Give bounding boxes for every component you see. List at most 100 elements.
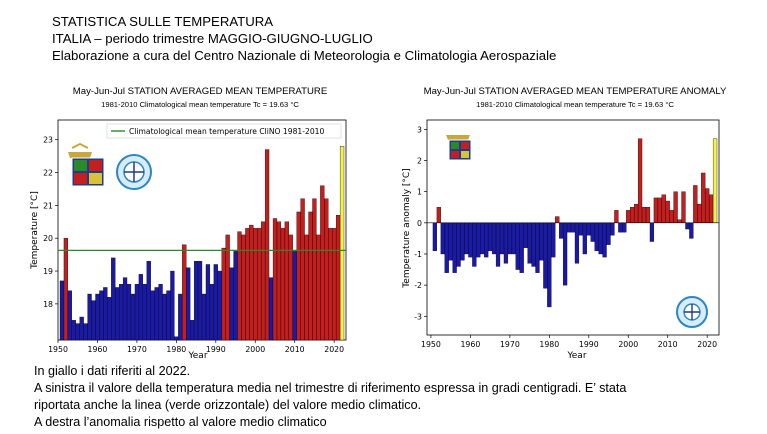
bar-1982 xyxy=(555,216,560,224)
x-tick-label: 1970 xyxy=(500,340,520,349)
bar-1991 xyxy=(590,222,595,242)
cnmca-logo xyxy=(116,154,152,190)
bar-1992 xyxy=(221,247,226,341)
bar-1974 xyxy=(150,290,155,341)
bar-1987 xyxy=(574,222,580,264)
bar-2000 xyxy=(253,228,258,341)
x-tick-label: 1950 xyxy=(421,340,441,349)
bar-1966 xyxy=(119,284,124,341)
bar-1968 xyxy=(126,284,132,341)
bar-2000 xyxy=(626,210,631,224)
bar-1958 xyxy=(460,222,465,261)
x-tick-label: 1950 xyxy=(48,345,68,354)
bar-1954 xyxy=(444,222,449,273)
bar-2019 xyxy=(701,172,706,224)
bar-1964 xyxy=(484,222,489,258)
right-ylabel: Temperature anomaly [°C] xyxy=(402,168,412,288)
bar-2010 xyxy=(292,251,297,341)
x-tick-label: 2020 xyxy=(324,345,344,354)
bar-1962 xyxy=(103,287,108,341)
bar-1993 xyxy=(598,222,603,255)
legend: Climatological mean temperature CliNO 19… xyxy=(106,123,342,139)
y-tick-label: -1 xyxy=(414,250,422,259)
bar-1961 xyxy=(99,290,104,341)
bar-1994 xyxy=(229,267,234,341)
bar-1978 xyxy=(539,222,544,261)
footer-line-2: A sinistra il valore della temperatura m… xyxy=(34,381,627,395)
bar-1977 xyxy=(535,222,540,273)
bar-1994 xyxy=(602,222,607,258)
bar-1963 xyxy=(107,297,112,341)
y-tick-label: 22 xyxy=(43,169,53,178)
bar-1989 xyxy=(582,222,587,255)
x-tick-label: 2000 xyxy=(245,345,265,354)
bar-1955 xyxy=(75,323,80,341)
left-xlabel: Year xyxy=(187,351,207,361)
right-xlabel: Year xyxy=(566,351,586,361)
bar-1974 xyxy=(523,222,528,248)
x-tick-label: 2010 xyxy=(658,340,678,349)
y-tick-label: 19 xyxy=(43,267,53,276)
bar-1989 xyxy=(209,284,214,341)
bar-1984 xyxy=(562,222,568,286)
x-tick-label: 2000 xyxy=(618,340,638,349)
bar-2007 xyxy=(653,197,658,224)
bar-1995 xyxy=(606,222,611,245)
bar-1985 xyxy=(566,222,572,233)
bar-2004 xyxy=(641,207,647,224)
bar-2008 xyxy=(284,221,289,341)
y-tick-label: 1 xyxy=(417,188,422,197)
bar-1995 xyxy=(233,251,238,341)
bar-1962 xyxy=(476,222,481,258)
footer-line-1: In giallo i dati riferiti al 2022. xyxy=(34,364,191,378)
bar-1971 xyxy=(511,222,516,255)
bar-2005 xyxy=(645,207,651,224)
bar-1951 xyxy=(432,222,438,252)
bar-1960 xyxy=(468,222,473,258)
bar-2011 xyxy=(669,210,674,224)
bar-1977 xyxy=(162,293,167,341)
bar-2011 xyxy=(296,211,301,341)
left-chart: 1950 1960 1970 1980 1990 2000 2010 2020 18 19 20 21… xyxy=(30,119,347,361)
bar-2007 xyxy=(280,228,285,341)
bar-1956 xyxy=(452,222,457,273)
bar-2012 xyxy=(300,198,305,341)
bar-1980 xyxy=(547,222,552,308)
x-tick-label: 1990 xyxy=(579,340,599,349)
bar-1957 xyxy=(83,323,88,341)
bar-1988 xyxy=(578,222,584,236)
bar-2006 xyxy=(276,221,282,341)
bar-1976 xyxy=(158,284,163,341)
bar-1952 xyxy=(63,238,68,341)
bar-2003 xyxy=(264,149,270,341)
y-tick-label: 18 xyxy=(43,300,53,309)
bar-1965 xyxy=(115,287,120,341)
x-tick-label: 1970 xyxy=(127,345,147,354)
footer-line-3: riportata anche la linea (verde orizzont… xyxy=(34,398,422,412)
bar-2022 xyxy=(339,146,345,341)
bar-1998 xyxy=(618,222,623,233)
bar-1973 xyxy=(519,222,524,273)
x-tick-label: 1960 xyxy=(460,340,480,349)
bar-2015 xyxy=(685,222,690,230)
bar-2003 xyxy=(637,138,643,224)
bar-1985 xyxy=(193,261,199,341)
bar-2020 xyxy=(705,188,710,224)
bar-2018 xyxy=(697,203,702,224)
bar-1996 xyxy=(610,222,615,236)
left-ylabel: Temperature [°C] xyxy=(30,191,40,270)
bar-1958 xyxy=(87,293,92,341)
bar-1970 xyxy=(507,222,512,255)
bar-1991 xyxy=(217,270,222,341)
bar-1996 xyxy=(237,231,242,341)
bar-1987 xyxy=(201,293,207,341)
bar-1960 xyxy=(95,293,100,341)
header-line-2: ITALIA – periodo trimestre MAGGIO-GIUGNO… xyxy=(52,31,373,46)
bar-1982 xyxy=(182,244,187,341)
air-force-emblem-right xyxy=(446,135,472,161)
bar-1951 xyxy=(59,280,65,341)
x-tick-label: 1980 xyxy=(539,340,559,349)
bar-1981 xyxy=(551,222,556,258)
bar-2013 xyxy=(677,219,682,224)
